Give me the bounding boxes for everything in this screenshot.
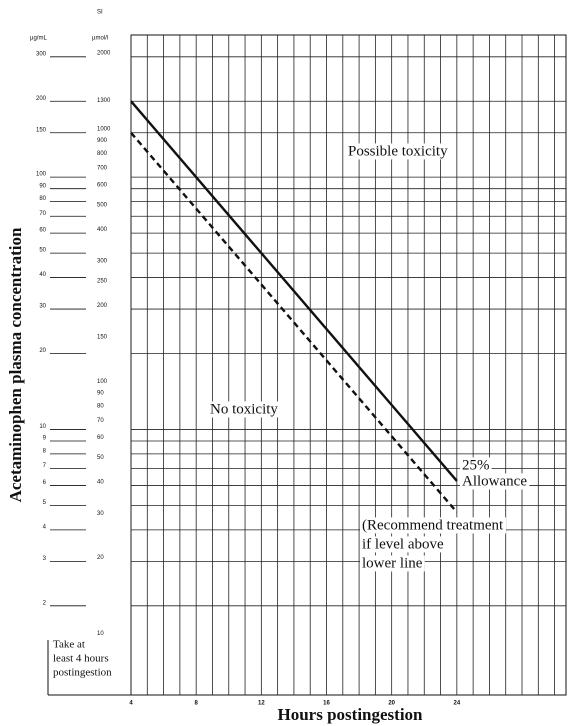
- annotation: least 4 hours: [53, 653, 109, 665]
- y-tick-label: 20: [39, 348, 46, 354]
- y2-tick-label: 100: [97, 379, 108, 385]
- annotation: Take at: [53, 639, 85, 651]
- y2-tick-label: 500: [97, 203, 108, 209]
- annotation: Possible toxicity: [348, 143, 448, 159]
- x-tick-label: 24: [453, 701, 460, 707]
- y-unit: µg/mL: [30, 36, 47, 42]
- y2-tick-label: 600: [97, 183, 108, 189]
- y2-tick-label: 900: [97, 138, 108, 144]
- y2-tick-label: 80: [97, 403, 104, 409]
- x-tick-label: 4: [129, 701, 133, 707]
- y-tick-label: 90: [39, 183, 46, 189]
- annotation-bg: [346, 143, 451, 160]
- y2-tick-label: 70: [97, 418, 104, 424]
- y2-tick-label: 300: [97, 258, 108, 264]
- x-tick-label: 8: [194, 701, 198, 707]
- series-line: [130, 100, 458, 482]
- annotation: 25%: [462, 457, 490, 473]
- annotation: if level above: [362, 536, 444, 552]
- x-axis-label: Hours postingestion: [278, 705, 424, 724]
- y2-tick-label: 700: [97, 166, 108, 172]
- y-tick-label: 50: [39, 248, 46, 254]
- annotation-bg: [360, 517, 507, 534]
- annotation: No toxicity: [210, 401, 278, 417]
- y2-tick-label: 200: [97, 303, 108, 309]
- x-tick-label: 16: [323, 701, 330, 707]
- y-tick-label: 300: [36, 51, 47, 57]
- y2-tick-label: 10: [97, 631, 104, 637]
- y-tick-label: 60: [39, 228, 46, 234]
- annotation-bg: [208, 401, 281, 418]
- y2-tick-label: 30: [97, 511, 104, 517]
- y2-tick-label: 1300: [97, 98, 111, 104]
- y2-tick-label: 2000: [97, 51, 111, 57]
- y2-tick-label: 800: [97, 151, 108, 157]
- annotation: (Recommend treatment: [362, 517, 504, 533]
- y2-tick-label: 90: [97, 390, 104, 396]
- series-line: [130, 131, 458, 513]
- annotation-bg: [360, 536, 446, 553]
- y-tick-label: 3: [43, 556, 47, 562]
- y-tick-label: 100: [36, 172, 47, 178]
- y2-tick-label: 150: [97, 334, 108, 340]
- y2-tick-label: 60: [97, 435, 104, 441]
- y-axis-label: Acetaminophen plasma concentration: [6, 227, 25, 502]
- y-tick-label: 2: [43, 600, 47, 606]
- y2-tick-label: 1000: [97, 127, 111, 133]
- y-tick-label: 200: [36, 96, 47, 102]
- annotation: lower line: [362, 555, 423, 571]
- x-tick-label: 12: [258, 701, 265, 707]
- y-tick-label: 9: [43, 436, 47, 442]
- y-tick-label: 7: [43, 463, 47, 469]
- y-tick-label: 40: [39, 272, 46, 278]
- annotation: Allowance: [462, 473, 527, 489]
- y-tick-label: 150: [36, 127, 47, 133]
- annotation: postingestion: [53, 667, 112, 679]
- y-tick-label: 80: [39, 196, 46, 202]
- y2-unit: µmol/l: [92, 36, 108, 42]
- y-tick-label: 4: [43, 524, 47, 530]
- annotation-bg: [460, 473, 530, 490]
- y-tick-label: 70: [39, 211, 46, 217]
- y2-title: SI: [97, 10, 103, 16]
- y2-tick-label: 50: [97, 455, 104, 461]
- annotation-bg: [460, 457, 492, 474]
- y2-tick-label: 40: [97, 479, 104, 485]
- y2-tick-label: 250: [97, 278, 108, 284]
- y2-tick-label: 400: [97, 227, 108, 233]
- y-tick-label: 6: [43, 480, 47, 486]
- y-tick-label: 8: [43, 448, 47, 454]
- x-tick-label: 20: [388, 701, 395, 707]
- y-tick-label: 5: [43, 500, 47, 506]
- y-tick-label: 10: [39, 424, 46, 430]
- y-tick-label: 30: [39, 304, 46, 310]
- y2-tick-label: 20: [97, 555, 104, 561]
- annotation-bg: [360, 555, 425, 572]
